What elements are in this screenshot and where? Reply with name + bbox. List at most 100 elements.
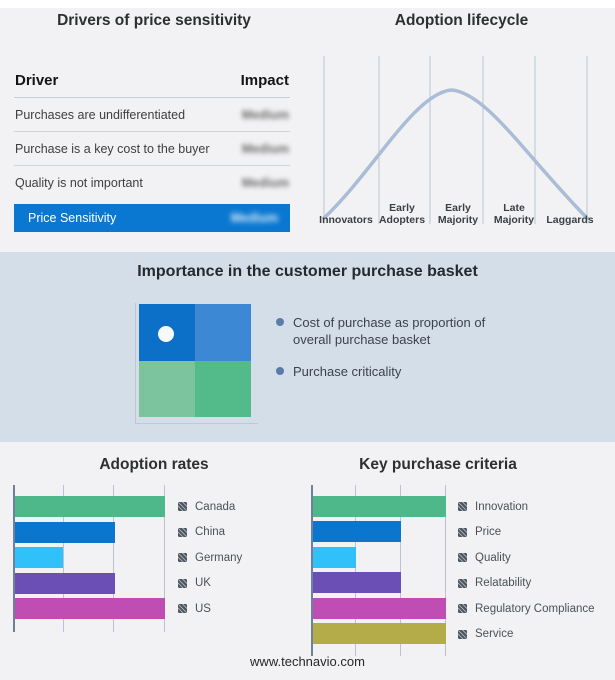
lifecycle-stage-label: Early Adopters [378, 202, 426, 227]
gridline [400, 485, 402, 656]
lifecycle-stage-label: Laggards [546, 214, 594, 227]
impact-value-obscured: Medium [241, 107, 289, 122]
legend-label: Service [475, 628, 514, 640]
legend-item: Innovation [458, 496, 595, 517]
gridline [445, 485, 446, 656]
hatched-swatch-icon [458, 578, 467, 588]
bar-price [313, 521, 402, 543]
hatched-swatch-icon [178, 527, 187, 537]
lifecycle-stage-label: Innovators [319, 214, 373, 227]
hatched-swatch-icon [178, 578, 187, 588]
bar-canada [15, 496, 165, 517]
quadrant-cell-bottom-left [139, 360, 195, 417]
purchase-basket-band [0, 252, 615, 442]
adoption-rates-legend: Canada China Germany UK US [178, 496, 242, 624]
key-purchase-criteria-title: Key purchase criteria [359, 456, 517, 473]
quadrant-cell-top-right [195, 304, 251, 361]
driver-label: Quality is not important [15, 176, 143, 190]
drivers-table-header: Driver Impact [14, 66, 290, 98]
bar-service [313, 623, 446, 644]
list-item: Cost of purchase as proportion of overal… [276, 314, 508, 348]
position-marker-dot-icon [158, 326, 174, 342]
impact-value-obscured: Medium [230, 211, 278, 225]
legend-item: Quality [458, 547, 595, 568]
impact-value-obscured: Medium [241, 176, 289, 190]
driver-label: Purchase is a key cost to the buyer [15, 141, 210, 156]
key-purchase-criteria-chart [311, 485, 446, 656]
bar-germany [15, 547, 64, 568]
table-row: Purchase is a key cost to the buyer Medi… [14, 132, 290, 166]
lifecycle-stage-label: Late Majority [493, 202, 535, 227]
bullet-dot-icon [276, 367, 284, 376]
legend-item: Regulatory Compliance [458, 598, 595, 619]
hatched-swatch-icon [458, 527, 467, 537]
drivers-section-title: Drivers of price sensitivity [57, 12, 251, 29]
drivers-table: Driver Impact Purchases are undifferenti… [14, 66, 290, 200]
bar-innovation [313, 496, 446, 517]
hatched-swatch-icon [458, 629, 467, 639]
legend-label: Price [475, 526, 502, 538]
basket-bullet-list: Cost of purchase as proportion of overal… [276, 314, 508, 395]
gridline [164, 485, 165, 632]
legend-item: Relatability [458, 573, 595, 594]
legend-label: UK [195, 577, 211, 589]
hatched-swatch-icon [458, 502, 467, 511]
legend-item: Price [458, 522, 595, 543]
quadrant-matrix [139, 304, 251, 417]
legend-label: Relatability [475, 577, 532, 589]
hatched-swatch-icon [458, 604, 467, 613]
hatched-swatch-icon [178, 553, 187, 562]
driver-column-header: Driver [15, 72, 59, 89]
top-margin-strip [0, 0, 615, 8]
bar-regulatory-compliance [313, 597, 446, 619]
legend-label: Innovation [475, 500, 529, 513]
legend-label: Germany [195, 551, 243, 564]
legend-item: UK [178, 573, 242, 594]
bar-quality [313, 546, 356, 568]
adoption-lifecycle-chart [322, 56, 589, 224]
quadrant-axes-frame [135, 303, 258, 424]
legend-item: Germany [178, 547, 242, 568]
legend-item: Service [458, 624, 595, 645]
hatched-swatch-icon [178, 604, 187, 613]
hatched-swatch-icon [178, 502, 187, 511]
legend-item: Canada [178, 496, 242, 517]
table-row: Quality is not important Medium [14, 166, 290, 200]
bar-relatability [313, 572, 402, 594]
table-row: Purchases are undifferentiated Medium [14, 98, 290, 132]
bell-curve-line [322, 88, 589, 220]
y-axis-line [311, 485, 313, 656]
adoption-rates-chart [13, 485, 165, 632]
legend-label: US [195, 602, 211, 615]
gridline [113, 485, 115, 632]
driver-label: Purchases are undifferentiated [15, 107, 186, 122]
legend-label: China [195, 526, 226, 538]
bar-china [15, 521, 115, 543]
lifecycle-stage-label: Early Majority [437, 202, 479, 227]
legend-label: Regulatory Compliance [475, 602, 595, 615]
legend-label: Quality [475, 551, 511, 564]
hatched-swatch-icon [458, 553, 467, 562]
lifecycle-section-title: Adoption lifecycle [394, 12, 529, 29]
quadrant-cell-bottom-right [195, 360, 251, 417]
technavio-url-link[interactable]: www.technavio.com [250, 654, 365, 669]
gridline [354, 485, 356, 656]
bar-uk [15, 572, 115, 594]
key-purchase-criteria-legend: Innovation Price Quality Relatability Regula… [458, 496, 595, 649]
legend-label: Canada [195, 500, 236, 513]
legend-item: US [178, 598, 242, 619]
impact-column-header: Impact [240, 72, 289, 89]
y-axis-line [13, 485, 15, 632]
bullet-text: Cost of purchase as proportion of overal… [293, 315, 486, 348]
basket-section-title: Importance in the customer purchase bask… [137, 263, 478, 280]
bar-us [15, 598, 165, 619]
impact-value-obscured: Medium [241, 141, 289, 156]
lifecycle-stage-labels: Innovators Early Adopters Early Majority La… [318, 202, 598, 226]
bullet-text: Purchase criticality [293, 364, 402, 380]
lifecycle-divider-lines [323, 56, 588, 224]
bullet-dot-icon [276, 318, 284, 326]
list-item: Purchase criticality [276, 363, 508, 380]
price-sensitivity-highlight-row: Price Sensitivity Medium [14, 204, 290, 232]
price-sensitivity-label: Price Sensitivity [28, 211, 117, 225]
